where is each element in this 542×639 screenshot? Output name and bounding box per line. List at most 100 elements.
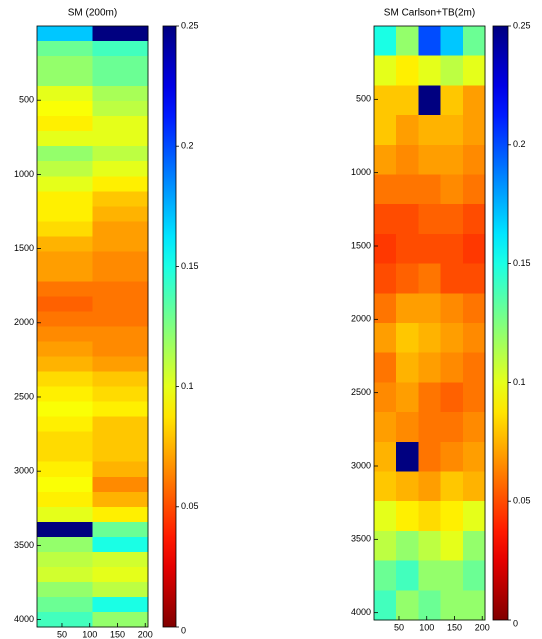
heatmap-cell bbox=[37, 401, 93, 418]
heatmap-cell bbox=[396, 530, 419, 562]
heatmap-cell bbox=[37, 371, 93, 388]
heatmap-cell bbox=[440, 441, 464, 472]
heatmap-cell bbox=[37, 356, 93, 373]
x-tick-label: 150 bbox=[447, 622, 462, 632]
heatmap-cell bbox=[440, 530, 464, 562]
heatmap-cell bbox=[440, 590, 464, 621]
heatmap-cell bbox=[418, 382, 442, 413]
colorbar-tick-label: 0.05 bbox=[513, 496, 531, 506]
heatmap-cell bbox=[37, 431, 93, 448]
heatmap-cell bbox=[396, 263, 419, 294]
heatmap-cell bbox=[92, 296, 149, 312]
heatmap-cell bbox=[440, 501, 464, 532]
heatmap-cell bbox=[396, 293, 419, 324]
heatmap-cell bbox=[462, 530, 486, 562]
heatmap-cell bbox=[462, 233, 486, 265]
heatmap-cell bbox=[396, 441, 419, 472]
y-tick-label: 1000 bbox=[14, 169, 34, 179]
heatmap-cell bbox=[92, 536, 149, 553]
heatmap-cell bbox=[374, 263, 397, 294]
heatmap-cell bbox=[92, 431, 149, 448]
heatmap-cell bbox=[418, 501, 442, 532]
heatmap-cell bbox=[418, 441, 442, 472]
heatmap-cell bbox=[37, 146, 93, 162]
heatmap-cell bbox=[92, 506, 149, 523]
heatmap-cell bbox=[462, 560, 486, 591]
heatmap-cell bbox=[396, 55, 419, 86]
y-tick-label: 1500 bbox=[351, 240, 371, 250]
heatmap-cell bbox=[396, 412, 419, 443]
x-tick-label: 50 bbox=[57, 629, 67, 639]
colorbar-tick-label: 0.1 bbox=[181, 381, 194, 391]
heatmap-cell bbox=[440, 115, 464, 146]
colorbar-tick-label: 0.25 bbox=[181, 20, 199, 30]
heatmap-cell bbox=[440, 352, 464, 383]
heatmap-cell bbox=[418, 85, 442, 116]
heatmap-cell bbox=[374, 560, 397, 591]
heatmap-cell bbox=[374, 144, 397, 175]
heatmap-cell bbox=[37, 341, 93, 358]
y-tick-label: 4000 bbox=[351, 607, 371, 617]
heatmap-cell bbox=[92, 611, 149, 628]
heatmap-cell bbox=[37, 56, 93, 72]
heatmap-cell bbox=[92, 281, 149, 297]
y-tick-label: 3000 bbox=[351, 460, 371, 470]
heatmap-cell bbox=[37, 236, 93, 252]
heatmap-cell bbox=[396, 382, 419, 413]
heatmap-cell bbox=[92, 326, 149, 343]
heatmap-cell bbox=[374, 174, 397, 205]
heatmap-cell bbox=[374, 530, 397, 562]
heatmap-cell bbox=[440, 233, 464, 265]
heatmap-cell bbox=[418, 204, 442, 235]
heatmap-cell bbox=[462, 26, 486, 57]
heatmap-cell bbox=[374, 382, 397, 413]
heatmap-cell bbox=[462, 441, 486, 472]
heatmap-cell bbox=[374, 590, 397, 621]
heatmap-cell bbox=[92, 446, 149, 463]
colorbar-tick-label: 0.15 bbox=[513, 258, 531, 268]
heatmap-cell bbox=[418, 55, 442, 86]
heatmap-cell bbox=[374, 55, 397, 86]
heatmap-cell bbox=[37, 251, 93, 267]
heatmap-cell bbox=[92, 581, 149, 598]
heatmap-cell bbox=[396, 501, 419, 532]
colorbar bbox=[492, 25, 509, 621]
x-tick-label: 200 bbox=[138, 629, 153, 639]
heatmap-cell bbox=[418, 144, 442, 175]
heatmap-cell bbox=[92, 86, 149, 102]
heatmap-cell bbox=[37, 26, 93, 42]
heatmap-cell bbox=[374, 323, 397, 354]
heatmap-cell bbox=[37, 596, 93, 613]
heatmap-cell bbox=[92, 26, 149, 42]
colorbar-tick-label: 0 bbox=[181, 625, 186, 635]
heatmap-cell bbox=[37, 116, 93, 132]
heatmap-cell bbox=[440, 26, 464, 57]
heatmap-cell bbox=[396, 352, 419, 383]
heatmap-cell bbox=[440, 204, 464, 235]
heatmap-cell bbox=[374, 26, 397, 57]
heatmap-cell bbox=[92, 566, 149, 583]
heatmap-cell bbox=[418, 471, 442, 502]
y-tick-label: 4000 bbox=[14, 614, 34, 624]
heatmap-cell bbox=[374, 85, 397, 116]
heatmap-cell bbox=[396, 590, 419, 621]
plot-frame bbox=[36, 25, 149, 628]
heatmap-cell bbox=[37, 176, 93, 192]
heatmap-cell bbox=[418, 115, 442, 146]
x-tick-label: 50 bbox=[394, 622, 404, 632]
heatmap-cell bbox=[37, 296, 93, 312]
plot-frame bbox=[373, 25, 486, 621]
heatmap-cell bbox=[440, 293, 464, 324]
heatmap-cell bbox=[396, 233, 419, 265]
heatmap-cell bbox=[92, 461, 149, 478]
heatmap-cell bbox=[37, 581, 93, 598]
heatmap-cell bbox=[37, 416, 93, 433]
y-tick-label: 1000 bbox=[351, 167, 371, 177]
heatmap-cell bbox=[37, 611, 93, 628]
heatmap-cell bbox=[462, 323, 486, 354]
heatmap-cell bbox=[37, 131, 93, 147]
heatmap-cell bbox=[396, 115, 419, 146]
chart-title: SM Carlson+TB(2m) bbox=[384, 8, 475, 19]
heatmap-cell bbox=[396, 174, 419, 205]
heatmap-cell bbox=[396, 323, 419, 354]
